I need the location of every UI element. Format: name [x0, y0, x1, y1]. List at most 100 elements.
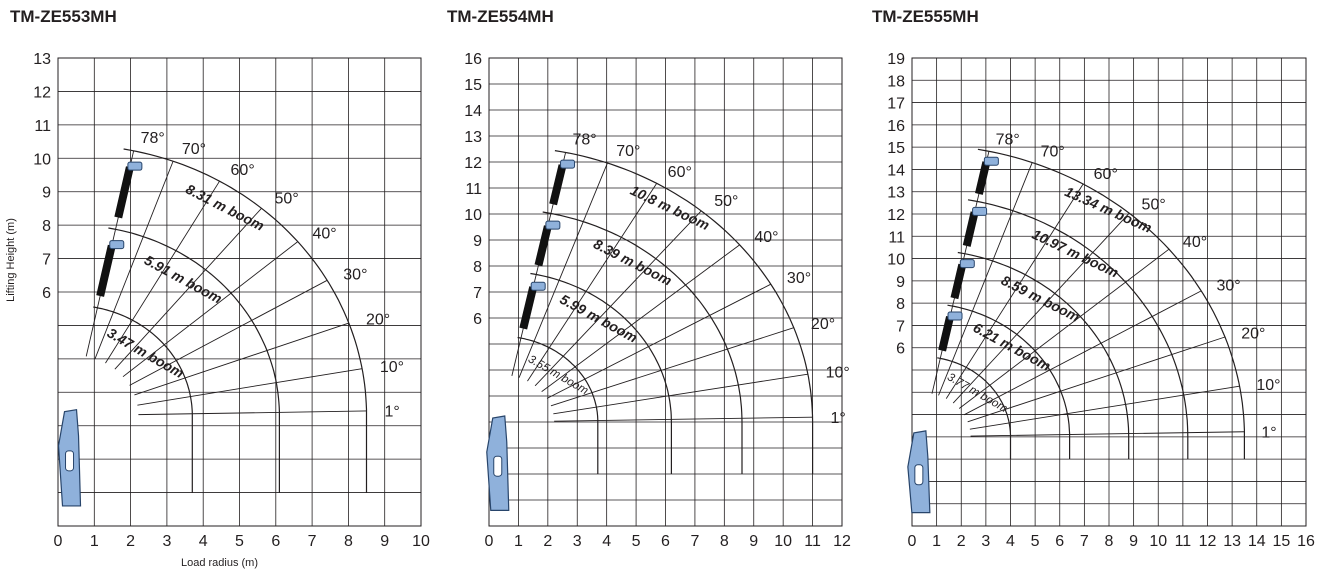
x-axis-label: Load radius (m) — [181, 557, 258, 569]
angle-label: 70° — [616, 143, 640, 160]
angle-ray — [969, 385, 1240, 430]
angle-label: 78° — [141, 130, 165, 147]
x-tick-label: 4 — [602, 533, 611, 550]
boom-length-label: 5.91 m boom — [142, 252, 225, 307]
y-tick-label: 7 — [473, 285, 482, 302]
y-tick-label: 8 — [473, 259, 482, 276]
angle-label: 50° — [714, 193, 738, 210]
angle-ray — [967, 336, 1226, 423]
angle-label: 20° — [1241, 326, 1265, 343]
boom-head-icon — [959, 259, 975, 269]
x-tick-label: 11 — [804, 533, 821, 550]
angle-label: 30° — [1216, 277, 1240, 294]
grid-lines — [912, 58, 1306, 526]
y-tick-label: 12 — [887, 207, 905, 224]
y-tick-label: 15 — [887, 140, 905, 157]
plot-frame — [57, 57, 422, 527]
x-tick-label: 7 — [690, 533, 699, 550]
crane-winch-icon — [914, 464, 924, 486]
angle-label: 20° — [811, 316, 835, 333]
boom-head-icon — [545, 220, 561, 230]
angle-label: 30° — [787, 270, 811, 287]
x-tick-label: 6 — [1055, 533, 1064, 550]
angle-label: 70° — [1041, 143, 1065, 160]
x-tick-label: 3 — [573, 533, 582, 550]
x-tick-label: 15 — [1272, 533, 1290, 550]
angle-label: 40° — [754, 229, 778, 246]
boom-head-icon — [109, 240, 125, 250]
y-tick-label: 9 — [896, 274, 905, 291]
y-tick-label: 10 — [464, 207, 482, 224]
angle-label: 30° — [343, 266, 367, 283]
y-tick-label: 6 — [896, 341, 905, 358]
boom-length-label: 3.55 m boom — [526, 353, 590, 397]
boom-section-bar — [938, 316, 954, 352]
angle-ray — [134, 322, 349, 396]
x-tick-label: 5 — [632, 533, 641, 550]
boom-envelope-arc — [967, 199, 1189, 460]
y-tick-label: 18 — [887, 73, 905, 90]
x-tick-label: 4 — [199, 533, 208, 550]
x-tick-label: 13 — [1223, 533, 1241, 550]
angle-label: 10° — [1256, 377, 1280, 394]
x-tick-label: 3 — [981, 533, 990, 550]
y-tick-label: 14 — [887, 162, 905, 179]
angle-ray — [952, 212, 1130, 404]
boom-section-bar — [519, 286, 538, 330]
crane-winch-icon — [493, 455, 503, 477]
x-tick-label: 5 — [1031, 533, 1040, 550]
grid-lines — [58, 58, 421, 526]
y-tick-label: 6 — [42, 285, 51, 302]
angle-label: 60° — [231, 162, 255, 179]
chart-panel-3: 0 1 2 3 4 5 6 7 8 9 10 11 12 13 14 15 161918171615141312… — [887, 51, 1315, 550]
x-tick-label: 6 — [661, 533, 670, 550]
angle-label: 10° — [380, 359, 404, 376]
x-tick-label: 1 — [514, 533, 523, 550]
x-tick-label: 12 — [1199, 533, 1217, 550]
y-tick-label: 10 — [33, 151, 51, 168]
boom-envelope-arc — [977, 148, 1245, 460]
y-tick-label: 13 — [464, 129, 482, 146]
boom-section-bar — [534, 225, 552, 267]
y-tick-label: 15 — [464, 77, 482, 94]
boom-envelope-arc — [93, 306, 193, 493]
chart-title-ze555: TM-ZE555MH — [872, 7, 979, 26]
angle-ray — [105, 180, 220, 364]
y-tick-label: 9 — [42, 185, 51, 202]
y-tick-label: 11 — [34, 118, 51, 135]
angle-ray — [550, 327, 794, 407]
boom-section-bar — [114, 166, 134, 219]
x-tick-label: 2 — [957, 533, 966, 550]
y-tick-label: 10 — [887, 252, 905, 269]
chart-title-ze554: TM-ZE554MH — [447, 7, 554, 26]
angle-ray — [518, 162, 608, 378]
x-tick-label: 16 — [1297, 533, 1315, 550]
angle-label: 60° — [1094, 166, 1118, 183]
x-tick-label: 9 — [1129, 533, 1138, 550]
boom-head-icon — [947, 311, 963, 321]
boom-head-icon — [127, 161, 143, 171]
y-tick-label: 11 — [888, 229, 905, 246]
x-tick-label: 10 — [412, 533, 430, 550]
boom-envelope-arc — [108, 227, 280, 493]
angle-ray — [945, 183, 1084, 399]
y-tick-label: 8 — [42, 218, 51, 235]
boom-length-label: 3.47 m boom — [105, 324, 187, 381]
grid-lines — [489, 58, 842, 526]
angle-ray — [114, 207, 262, 370]
angle-label: 20° — [366, 311, 390, 328]
boom-envelope-arc — [542, 211, 743, 474]
y-tick-label: 8 — [896, 296, 905, 313]
x-tick-label: 0 — [908, 533, 917, 550]
x-tick-label: 2 — [543, 533, 552, 550]
boom-head-icon — [530, 281, 546, 291]
angle-label: 40° — [312, 226, 336, 243]
boom-envelope-arc — [937, 357, 1012, 460]
boom-envelope-arc — [530, 272, 672, 474]
y-tick-label: 19 — [887, 51, 905, 68]
boom-section-bar — [950, 263, 967, 300]
boom-length-label: 8.59 m boom — [999, 272, 1083, 325]
x-tick-label: 9 — [749, 533, 758, 550]
x-tick-label: 2 — [126, 533, 135, 550]
plot-frame — [488, 57, 843, 527]
